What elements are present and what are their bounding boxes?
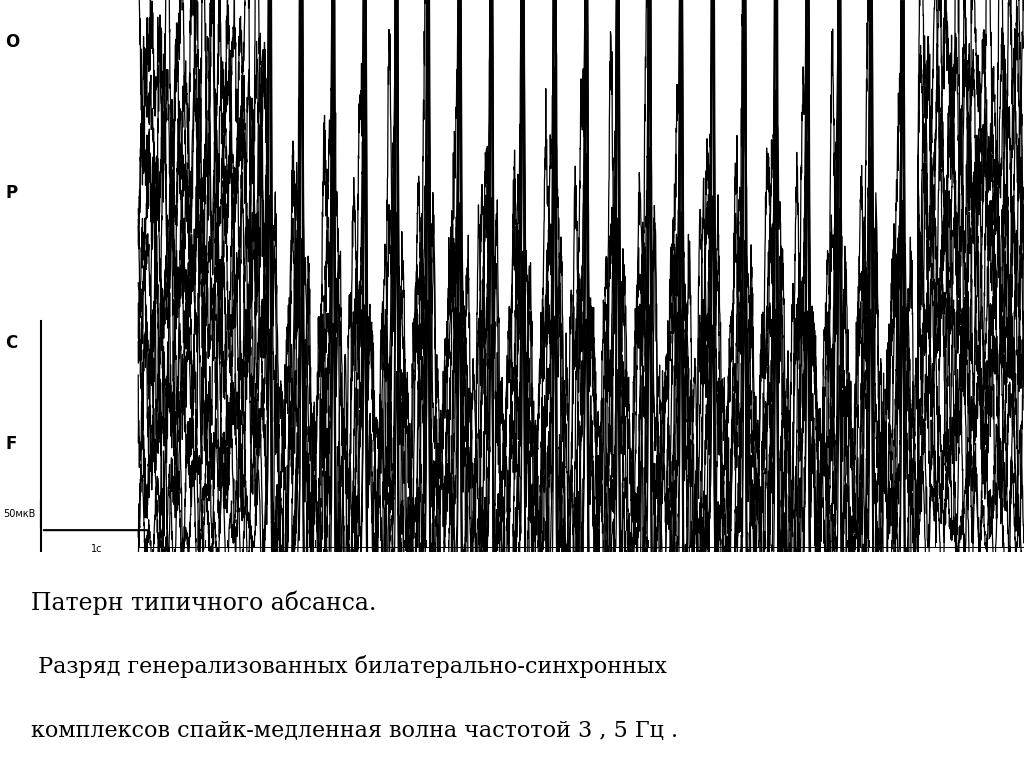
Text: Патерн типичного абсанса.: Патерн типичного абсанса. bbox=[31, 591, 376, 615]
Text: 1с: 1с bbox=[90, 544, 102, 554]
Text: комплексов спайк-медленная волна частотой 3 , 5 Гц .: комплексов спайк-медленная волна частото… bbox=[31, 719, 678, 742]
Text: F: F bbox=[5, 435, 16, 453]
Text: O: O bbox=[5, 33, 19, 51]
Text: Разряд генерализованных билатерально-синхронных: Разряд генерализованных билатерально-син… bbox=[31, 655, 667, 678]
Text: 50мкВ: 50мкВ bbox=[3, 509, 36, 518]
Text: P: P bbox=[5, 183, 17, 202]
Text: C: C bbox=[5, 334, 17, 352]
